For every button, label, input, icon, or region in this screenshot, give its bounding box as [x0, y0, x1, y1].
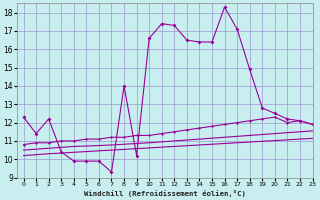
X-axis label: Windchill (Refroidissement éolien,°C): Windchill (Refroidissement éolien,°C) — [84, 190, 246, 197]
